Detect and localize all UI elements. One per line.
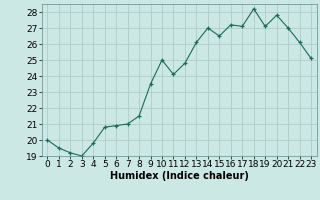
X-axis label: Humidex (Indice chaleur): Humidex (Indice chaleur)	[110, 171, 249, 181]
